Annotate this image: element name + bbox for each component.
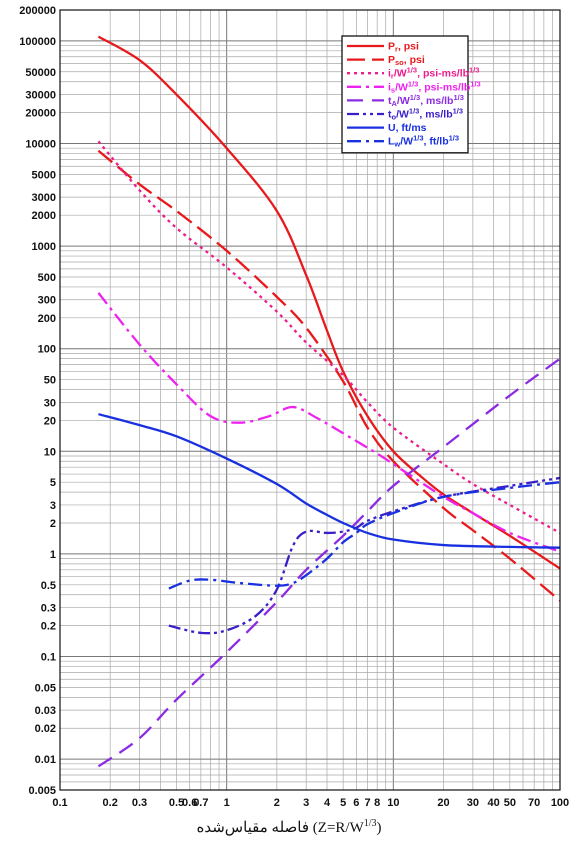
x-tick-label: 0.2	[103, 797, 118, 809]
y-tick-label: 30000	[25, 90, 56, 102]
x-tick-label: 0.3	[132, 797, 147, 809]
y-tick-label: 0.02	[35, 723, 56, 735]
y-tick-label: 50	[44, 375, 56, 387]
series-line-u	[98, 413, 561, 549]
legend-box	[341, 35, 469, 154]
y-tick-label: 5	[50, 477, 56, 489]
x-axis-title-exponent: 1/3	[363, 818, 377, 829]
x-tick-label: 2	[274, 797, 280, 809]
x-tick-label: 0.6	[182, 797, 197, 809]
plot-background	[60, 10, 560, 790]
x-tick-label: 40	[488, 797, 500, 809]
y-tick-label: 20000	[25, 108, 56, 120]
x-tick-label: 0.7	[193, 797, 208, 809]
x-axis-title: فاصله مقیاس‌شده (Z=R/W1/3)	[0, 818, 578, 837]
legend-label-ta: tA​/W1/3​, ms/lb1/3​	[388, 93, 464, 108]
grid-layer	[59, 9, 560, 791]
series-layer	[97, 35, 561, 768]
legend-label-is: is​/W1/3​, psi-ms/lb1/3​	[388, 79, 481, 94]
legend-label-lw: Lw​/W1/3​, ft/lb1/3​	[388, 134, 459, 149]
y-tick-label: 10	[44, 446, 56, 458]
y-tick-labels: 2000001000005000030000200001000050003000…	[19, 5, 56, 797]
x-tick-label: 70	[528, 797, 540, 809]
x-axis-title-formula: (Z=R/W	[312, 820, 364, 836]
x-tick-labels: 0.1 0.2 0.3 0.50.60.7 1 2 3 4 5 6 7 8 10 20 30 40 50 70 10…	[52, 797, 569, 809]
x-tick-label: 10	[387, 797, 399, 809]
y-tick-label: 0.005	[28, 785, 56, 797]
x-tick-label: 30	[467, 797, 479, 809]
legend-label-to: to​/W1/3​, ms/lb1/3​	[388, 107, 463, 122]
y-tick-label: 300	[38, 295, 56, 307]
series-line-lw	[168, 481, 561, 590]
x-tick-label: 0.1	[52, 797, 67, 809]
x-tick-label: 1	[224, 797, 230, 809]
x-tick-label: 6	[353, 797, 359, 809]
x-tick-label: 8	[374, 797, 380, 809]
x-tick-label: 100	[551, 797, 569, 809]
legend-label-pr: Pr​, psi	[388, 41, 419, 54]
y-tick-label: 100	[38, 344, 56, 356]
y-tick-label: 3	[50, 500, 56, 512]
y-tick-label: 0.1	[41, 652, 56, 664]
x-tick-label: 3	[303, 797, 309, 809]
y-tick-label: 1	[50, 549, 56, 561]
y-tick-label: 20	[44, 415, 56, 427]
y-tick-label: 30	[44, 397, 56, 409]
y-tick-label: 50000	[25, 67, 56, 79]
y-tick-label: 3000	[32, 192, 56, 204]
plot-frame	[59, 9, 561, 791]
x-tick-label: 50	[504, 797, 516, 809]
x-tick-label: 20	[437, 797, 449, 809]
legend-label-ir: ir​/W1/3​, psi-ms/lb1/3​	[388, 66, 479, 81]
x-axis-title-persian: فاصله مقیاس‌شده	[196, 820, 310, 836]
y-tick-label: 2000	[32, 210, 56, 222]
y-tick-label: 10000	[25, 138, 56, 150]
legend-label-pso: Pso​, psi	[388, 54, 425, 67]
x-tick-label: 4	[324, 797, 331, 809]
y-tick-label: 0.5	[41, 580, 56, 592]
series-line-ta	[97, 357, 561, 768]
y-tick-label: 500	[38, 272, 56, 284]
y-tick-label: 0.3	[41, 603, 56, 615]
y-tick-label: 5000	[32, 169, 56, 181]
x-tick-label: 7	[364, 797, 370, 809]
y-tick-label: 0.05	[35, 682, 56, 694]
legend-label-u: U, ft/ms	[388, 122, 427, 134]
x-tick-label: 5	[340, 797, 346, 809]
y-tick-label: 200000	[19, 5, 56, 17]
x-tick-label: 0.5	[169, 797, 184, 809]
series-line-pso	[97, 149, 561, 602]
y-tick-label: 200	[38, 313, 56, 325]
y-tick-label: 100000	[19, 36, 56, 48]
y-tick-label: 0.03	[35, 705, 56, 717]
y-tick-label: 0.01	[35, 754, 56, 766]
y-tick-label: 2	[50, 518, 56, 530]
series-line-is	[97, 292, 561, 553]
y-tick-label: 1000	[32, 241, 56, 253]
y-tick-label: 0.2	[41, 621, 56, 633]
series-line-pr	[97, 35, 561, 570]
x-axis-title-close: )	[376, 820, 382, 836]
